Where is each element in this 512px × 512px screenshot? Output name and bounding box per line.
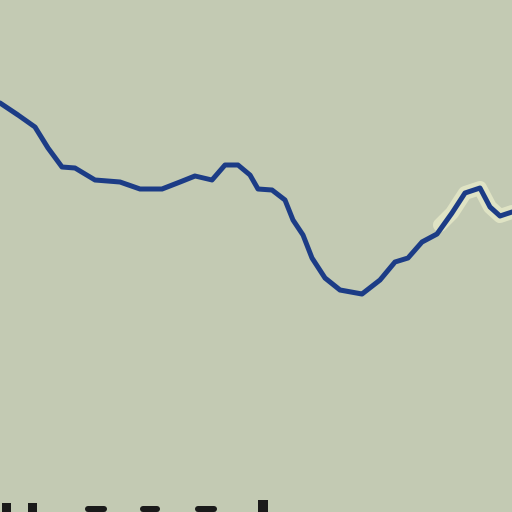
cropped-label-glyphs bbox=[2, 500, 268, 512]
river-line bbox=[0, 100, 512, 297]
glyph-fragment bbox=[2, 503, 11, 512]
glyph-fragment bbox=[195, 506, 217, 512]
glyph-fragment bbox=[258, 500, 268, 512]
glyph-fragment bbox=[85, 506, 107, 512]
glyph-fragment bbox=[140, 506, 160, 512]
glyph-fragment bbox=[28, 503, 37, 512]
